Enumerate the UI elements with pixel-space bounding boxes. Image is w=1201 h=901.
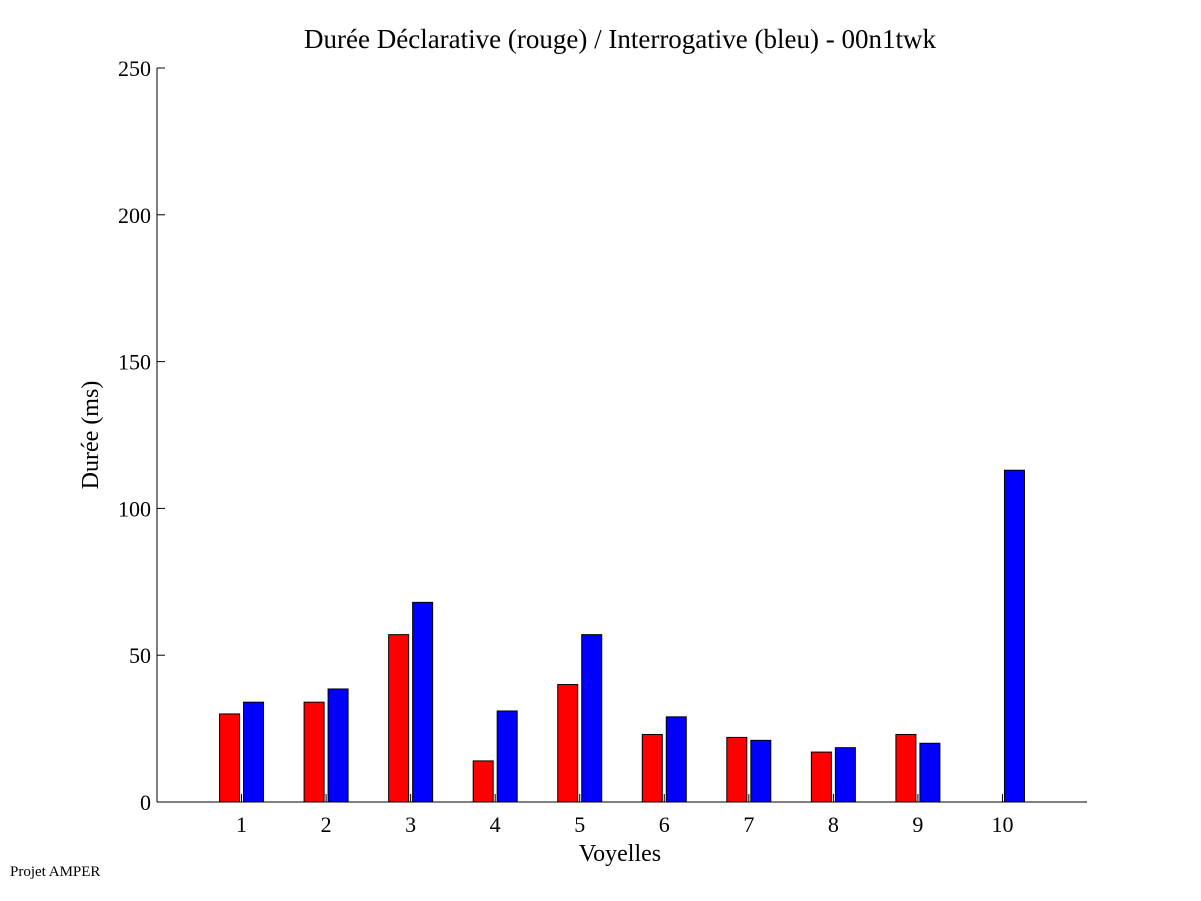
x-tick-label: 8 xyxy=(828,812,839,837)
y-tick-label: 50 xyxy=(129,643,151,668)
bar-series-2 xyxy=(834,747,856,803)
x-tick-label: 9 xyxy=(912,812,923,837)
bar-series-1 xyxy=(641,733,663,803)
y-tick-label: 150 xyxy=(118,350,151,375)
bar-series-2 xyxy=(1003,469,1025,803)
bar-series-1 xyxy=(895,733,917,803)
y-tick-label: 100 xyxy=(118,496,151,521)
x-tick-label: 7 xyxy=(743,812,754,837)
x-tick-label: 2 xyxy=(321,812,332,837)
bar-series-2 xyxy=(581,634,603,803)
bar-series-1 xyxy=(726,736,748,803)
bar-series-2 xyxy=(243,701,265,803)
bar-series-2 xyxy=(750,739,772,803)
bar-series-2 xyxy=(665,716,687,803)
bar-series-1 xyxy=(303,701,325,803)
x-tick-label: 4 xyxy=(490,812,501,837)
bar-series-2 xyxy=(327,688,349,803)
x-axis-label: Voyelles xyxy=(579,841,661,867)
bar-series-2 xyxy=(919,742,941,803)
axes xyxy=(156,67,1087,803)
y-tick-label: 200 xyxy=(118,203,151,228)
bar-series-1 xyxy=(219,713,241,803)
y-tick-label: 0 xyxy=(140,790,151,815)
bar-series-1 xyxy=(810,751,832,803)
bar-series-2 xyxy=(412,601,434,803)
bar-series-1 xyxy=(388,634,410,803)
tick-labels: 0 50 100 150 200 250 1 2 3 4 5 6 7 8 9 10 xyxy=(118,56,1013,837)
chart-title: Durée Déclarative (rouge) / Interrogativ… xyxy=(304,24,936,54)
y-axis-label: Durée (ms) xyxy=(78,381,104,490)
x-tick-label: 6 xyxy=(659,812,670,837)
bar-series-2 xyxy=(496,710,518,803)
footer-credit: Projet AMPER xyxy=(10,864,101,880)
y-tick-label: 250 xyxy=(118,56,151,81)
bar-series-1 xyxy=(472,760,494,803)
x-tick-label: 5 xyxy=(574,812,585,837)
bar-series-1 xyxy=(557,684,579,803)
bars xyxy=(219,469,1025,803)
x-tick-label: 3 xyxy=(405,812,416,837)
x-tick-label: 10 xyxy=(991,812,1013,837)
x-tick-label: 1 xyxy=(236,812,247,837)
